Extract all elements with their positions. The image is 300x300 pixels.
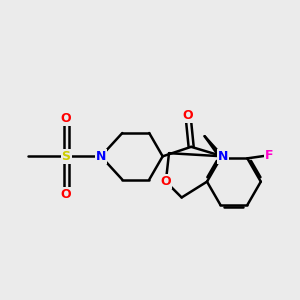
Text: S: S: [61, 150, 70, 163]
Text: F: F: [265, 149, 274, 162]
Text: N: N: [96, 150, 106, 163]
Text: O: O: [160, 175, 171, 188]
Text: O: O: [61, 112, 71, 125]
Text: O: O: [183, 109, 193, 122]
Text: O: O: [61, 188, 71, 201]
Text: N: N: [218, 150, 228, 163]
